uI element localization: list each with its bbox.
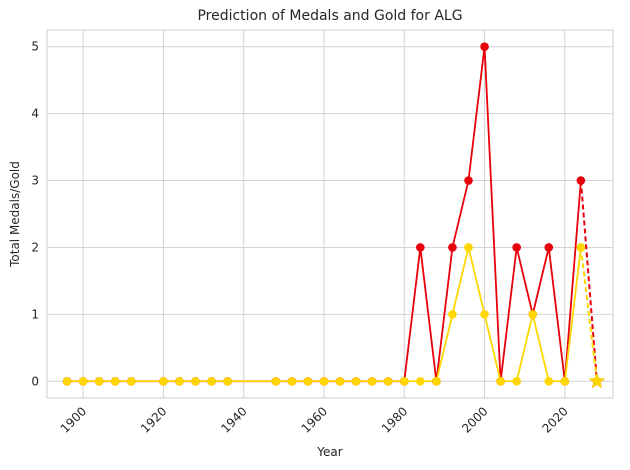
data-point	[480, 310, 489, 319]
x-tick-label: 1940	[218, 404, 249, 435]
series-markers	[62, 42, 606, 389]
data-point	[62, 376, 72, 386]
data-point	[544, 376, 554, 386]
x-axis-label: Year	[316, 445, 342, 459]
data-point	[335, 376, 345, 386]
data-point	[528, 310, 538, 319]
y-axis-label: Total Medals/Gold	[8, 161, 22, 268]
data-point	[464, 176, 473, 185]
data-point	[512, 243, 521, 252]
x-tick-label: 1900	[58, 404, 89, 435]
prediction-line-0	[579, 180, 598, 382]
x-tick-label: 1980	[379, 404, 410, 435]
y-tick-label: 4	[31, 107, 39, 121]
y-tick-label: 2	[31, 240, 39, 254]
y-tick-label: 0	[31, 374, 39, 388]
data-point	[416, 376, 425, 386]
data-point	[159, 376, 168, 386]
data-point	[399, 376, 409, 386]
x-tick-label: 2020	[539, 404, 570, 435]
y-tick-label: 1	[31, 307, 39, 321]
plot-frame	[46, 29, 614, 399]
y-tick-label: 3	[31, 174, 39, 188]
grid	[47, 30, 613, 398]
data-point	[367, 376, 377, 386]
data-point	[271, 376, 281, 386]
data-point	[448, 243, 457, 252]
data-point	[223, 376, 232, 386]
data-point	[383, 376, 393, 386]
data-point	[175, 376, 184, 386]
data-point	[319, 376, 329, 386]
y-tick-label: 5	[31, 40, 39, 54]
data-point	[110, 376, 120, 386]
data-point	[512, 376, 521, 386]
data-point	[544, 243, 554, 252]
data-point	[416, 243, 425, 252]
data-point	[126, 376, 136, 386]
data-point	[78, 376, 88, 386]
data-point	[432, 376, 441, 386]
data-point	[464, 243, 473, 252]
series-lines	[67, 45, 598, 383]
data-point	[191, 376, 200, 386]
chart-title: Prediction of Medals and Gold for ALG	[197, 8, 462, 24]
x-tick-label: 1960	[299, 404, 330, 435]
data-point	[448, 310, 457, 319]
x-tick-label: 2000	[459, 404, 490, 435]
data-point	[303, 376, 313, 386]
data-point	[496, 376, 505, 386]
x-tick-labels: 1900 1920 1940 1960 1980 2000 2020	[58, 404, 571, 435]
data-point	[94, 376, 104, 386]
data-point	[576, 243, 586, 252]
data-point	[207, 376, 216, 386]
x-tick-label: 1920	[138, 404, 169, 435]
data-point	[480, 42, 489, 52]
data-point	[287, 376, 297, 386]
data-point	[576, 176, 586, 185]
data-point	[560, 376, 570, 386]
y-tick-labels: 0 1 2 3 4 5	[31, 40, 39, 389]
prediction-star	[588, 372, 606, 389]
data-point	[351, 376, 361, 386]
prediction-line-1	[579, 247, 598, 382]
